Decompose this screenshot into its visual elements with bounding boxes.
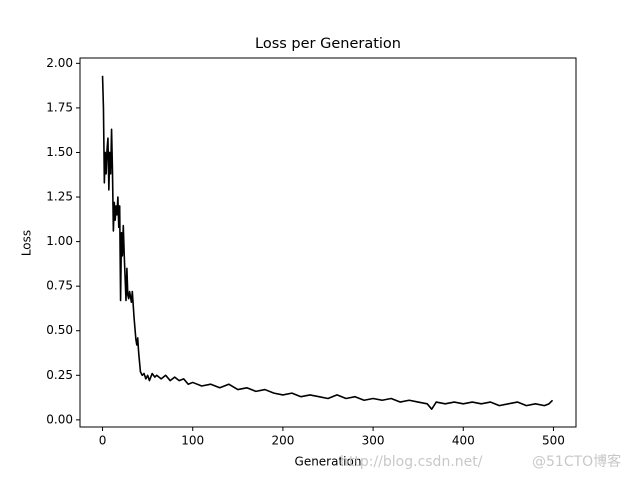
x-tick-label: 400	[452, 434, 475, 448]
chart-title: Loss per Generation	[255, 36, 401, 52]
y-tick-label: 0.75	[46, 279, 73, 293]
x-tick-label: 500	[542, 434, 565, 448]
y-tick-label: 1.50	[46, 145, 73, 159]
y-tick-label: 0.00	[46, 412, 73, 426]
y-tick-label: 1.00	[46, 234, 73, 248]
x-tick-label: 100	[181, 434, 204, 448]
x-tick-label: 200	[271, 434, 294, 448]
x-axis-label: Generation	[295, 455, 362, 469]
x-tick-label: 300	[362, 434, 385, 448]
y-tick-label: 1.75	[46, 100, 73, 114]
y-tick-label: 1.25	[46, 190, 73, 204]
y-tick-label: 2.00	[46, 56, 73, 70]
loss-line	[101, 75, 554, 410]
x-tick-label: 0	[99, 434, 107, 448]
plot-frame	[79, 57, 577, 428]
y-tick-label: 0.50	[46, 323, 73, 337]
y-axis-label: Loss	[20, 230, 34, 256]
y-tick-label: 0.25	[46, 368, 73, 382]
watermark: http://blog.csdn.net/	[340, 454, 483, 470]
watermark: @51CTO博客	[532, 453, 621, 470]
